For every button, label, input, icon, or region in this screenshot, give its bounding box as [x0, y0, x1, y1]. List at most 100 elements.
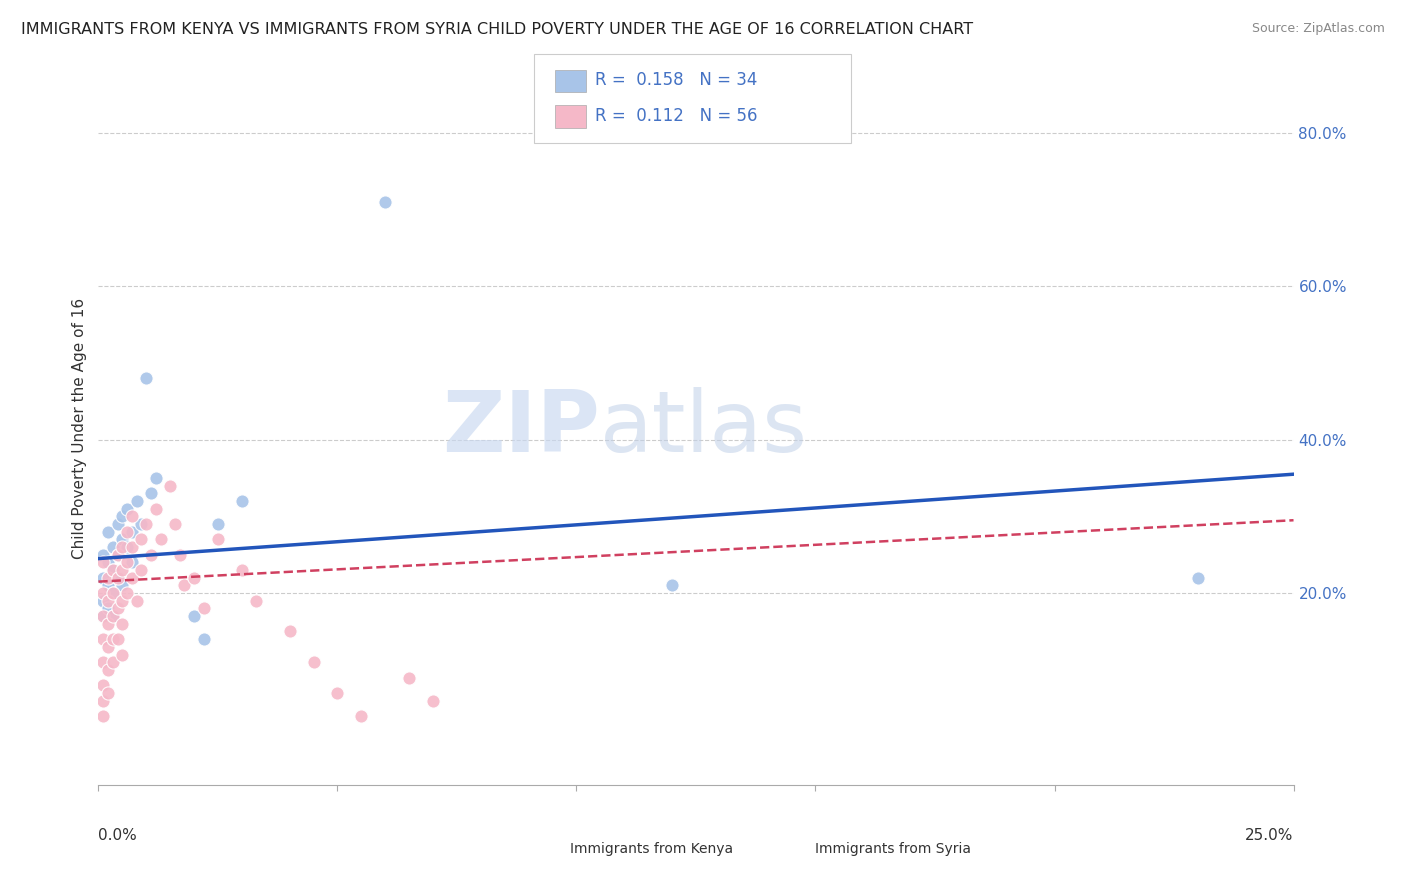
Point	[101, 632, 124, 647]
Point	[111, 540, 134, 554]
Point	[107, 571, 129, 585]
Point	[101, 563, 124, 577]
Text: 0.0%: 0.0%	[98, 828, 138, 843]
Point	[111, 533, 134, 547]
Point	[107, 548, 129, 562]
Point	[107, 601, 129, 615]
Text: atlas: atlas	[600, 386, 808, 470]
Point	[1187, 571, 1209, 585]
Text: 25.0%: 25.0%	[1246, 828, 1294, 843]
Point	[115, 586, 138, 600]
Point	[374, 194, 396, 209]
Point	[302, 655, 325, 669]
Point	[91, 632, 114, 647]
Point	[183, 609, 205, 624]
Point	[91, 609, 114, 624]
Point	[91, 594, 114, 608]
Point	[101, 609, 124, 624]
Point	[145, 501, 167, 516]
Point	[111, 648, 134, 662]
Point	[131, 517, 153, 532]
Point	[97, 571, 120, 585]
Point	[115, 556, 138, 570]
Point	[193, 601, 215, 615]
Point	[121, 509, 143, 524]
Point	[163, 517, 186, 532]
Point	[326, 686, 349, 700]
Point	[97, 663, 120, 677]
Bar	[534, 842, 565, 860]
Text: Immigrants from Kenya: Immigrants from Kenya	[571, 842, 734, 856]
Point	[125, 594, 148, 608]
Y-axis label: Child Poverty Under the Age of 16: Child Poverty Under the Age of 16	[72, 298, 87, 558]
Point	[121, 524, 143, 539]
Point	[207, 533, 229, 547]
Point	[115, 501, 138, 516]
Point	[97, 686, 120, 700]
Point	[121, 571, 143, 585]
Point	[183, 571, 205, 585]
Point	[125, 494, 148, 508]
Point	[111, 509, 134, 524]
Point	[91, 556, 114, 570]
Point	[135, 517, 157, 532]
Point	[91, 586, 114, 600]
Point	[231, 563, 253, 577]
Point	[131, 533, 153, 547]
Point	[107, 517, 129, 532]
Point	[278, 624, 301, 639]
Point	[97, 578, 120, 592]
Point	[91, 709, 114, 723]
Point	[91, 571, 114, 585]
Point	[97, 640, 120, 654]
Point	[245, 594, 267, 608]
Point	[115, 540, 138, 554]
Text: Immigrants from Syria: Immigrants from Syria	[815, 842, 972, 856]
Point	[135, 371, 157, 385]
Text: IMMIGRANTS FROM KENYA VS IMMIGRANTS FROM SYRIA CHILD POVERTY UNDER THE AGE OF 16: IMMIGRANTS FROM KENYA VS IMMIGRANTS FROM…	[21, 22, 973, 37]
Point	[115, 524, 138, 539]
Point	[97, 594, 120, 608]
Point	[131, 563, 153, 577]
Point	[101, 609, 124, 624]
Point	[97, 601, 120, 615]
Point	[121, 540, 143, 554]
Point	[169, 548, 191, 562]
Point	[107, 571, 129, 585]
Point	[139, 486, 162, 500]
Point	[207, 517, 229, 532]
Point	[111, 578, 134, 592]
Point	[111, 563, 134, 577]
Point	[91, 678, 114, 692]
Point	[159, 479, 181, 493]
Text: R =  0.158   N = 34: R = 0.158 N = 34	[595, 71, 756, 89]
Text: R =  0.112   N = 56: R = 0.112 N = 56	[595, 107, 758, 125]
Point	[101, 586, 124, 600]
Point	[101, 655, 124, 669]
Point	[149, 533, 172, 547]
Point	[91, 548, 114, 562]
Point	[97, 524, 120, 539]
Point	[101, 540, 124, 554]
Point	[422, 693, 444, 707]
Text: ZIP: ZIP	[443, 386, 600, 470]
Point	[121, 556, 143, 570]
Point	[91, 655, 114, 669]
Point	[97, 556, 120, 570]
Bar	[779, 842, 810, 860]
Point	[231, 494, 253, 508]
Point	[111, 594, 134, 608]
Point	[97, 616, 120, 631]
Point	[91, 693, 114, 707]
Point	[91, 609, 114, 624]
Point	[111, 616, 134, 631]
Point	[193, 632, 215, 647]
Point	[101, 586, 124, 600]
Point	[398, 671, 420, 685]
Point	[350, 709, 373, 723]
Text: Source: ZipAtlas.com: Source: ZipAtlas.com	[1251, 22, 1385, 36]
Point	[661, 578, 683, 592]
Point	[173, 578, 195, 592]
Point	[145, 471, 167, 485]
Point	[101, 563, 124, 577]
